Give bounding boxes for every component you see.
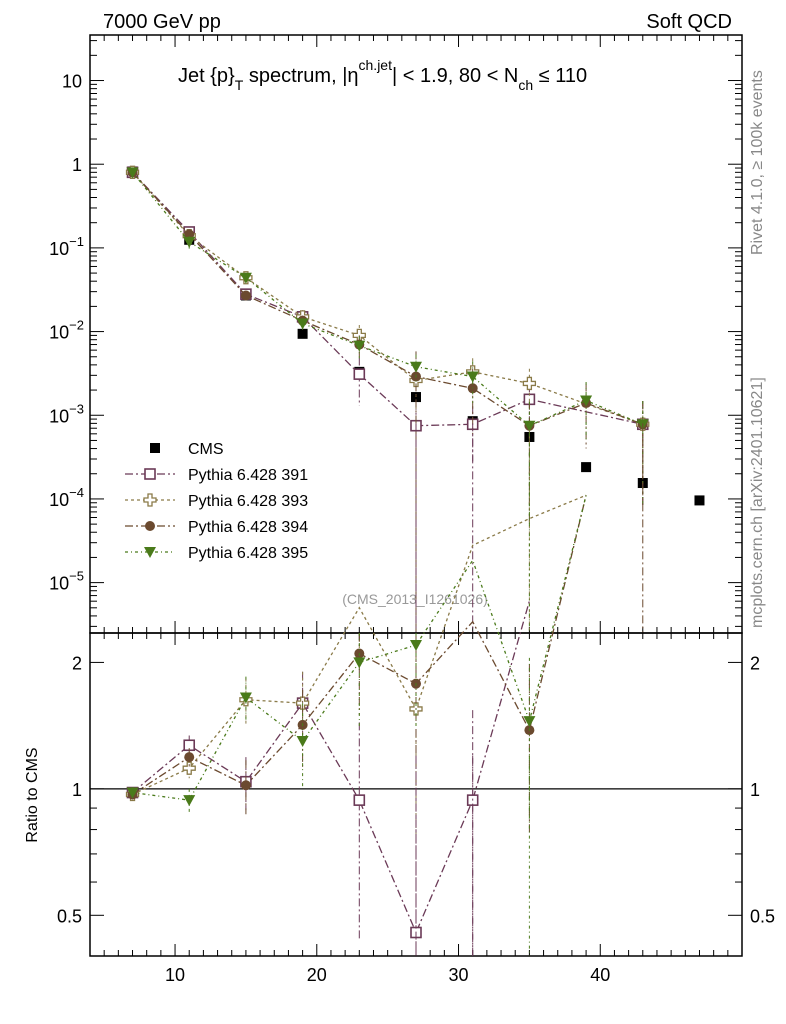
legend-label-cms: CMS [188,441,224,458]
legend-marker-p391 [144,468,156,480]
y-tick-label: 10−3 [49,401,84,426]
legend: CMS Pythia 6.428 391 Pythia 6.428 393 Pythi… [125,441,308,562]
data-point-p393 [522,376,537,391]
data-point-p395 [580,395,593,407]
title-part-2: spectrum, |η [243,65,358,87]
data-point-cms [581,462,592,473]
legend-label-p391: Pythia 6.428 391 [188,467,308,484]
series-line-p394 [132,171,644,427]
legend-marker-p393 [143,493,157,507]
series-line-p395 [132,171,644,427]
ratio-point-p395 [523,716,536,728]
x-tick-label: 20 [307,965,327,985]
ratio-point-p394 [184,752,195,763]
y-tick-label: 10−2 [49,318,84,343]
ratio-y-tick-label-right: 0.5 [750,906,775,926]
data-point-cms [694,495,705,506]
y-tick-label: 10−5 [49,569,84,594]
header-right: Soft QCD [646,11,732,33]
ratio-point-p395 [239,692,252,704]
title-part-3: | < 1.9, 80 < N [392,65,518,87]
title-sup: ch.jet [359,57,393,73]
y-tick-label: 1 [72,155,82,175]
x-tick-label: 30 [449,965,469,985]
series-p393 [125,165,650,478]
data-point-p395 [183,236,196,248]
ratio-y-tick-label-right: 2 [750,653,760,673]
legend-label-p394: Pythia 6.428 394 [188,519,308,536]
legend-marker-p395 [144,547,156,558]
y-tick-label: 10−4 [49,485,84,510]
data-point-cms [411,392,421,403]
title-part-4: ≤ 110 [533,65,587,87]
data-point-p395 [353,340,366,352]
ratio-line-p393 [132,494,587,796]
title-sub-ch: ch [518,77,533,93]
analysis-watermark: (CMS_2013_I1261026) [342,591,488,607]
y-tick-label-exponent: −2 [69,318,84,333]
data-point-p395 [239,272,252,284]
y-tick-label-exponent: −3 [69,401,84,416]
y-tick-label-base: 10 [49,239,69,259]
y-tick-label-exponent: −5 [69,569,84,584]
series-line-p393 [132,171,644,425]
ratio-point-p395 [296,735,309,747]
x-tick-label: 40 [590,965,610,985]
series-line-p391 [132,171,643,427]
data-point-p395 [466,371,479,383]
y-tick-label-exponent: −4 [69,485,84,500]
data-point-p394 [240,290,251,301]
ratio-plot-frame: 10 20 30 40 0.5 0.5 1 1 2 2 [57,494,775,985]
y-tick-label-base: 10 [49,406,69,426]
data-point-p395 [296,318,309,330]
ratio-point-p391 [353,794,366,806]
ratio-y-tick-label-right: 1 [750,780,760,800]
x-tick-label: 10 [165,965,185,985]
ratio-point-p394 [240,780,251,791]
ratio-series-p391 [126,600,531,956]
ratio-point-p395 [410,640,422,652]
title-part-1: Jet {p} [178,65,235,87]
legend-marker-cms [150,443,160,453]
ratio-point-p395 [126,787,139,799]
ratio-series-p395 [126,495,587,819]
y-tick-label-exponent: −1 [69,234,84,249]
y-tick-label: 10 [62,72,82,92]
ratio-point-p395 [183,795,196,807]
legend-label-p393: Pythia 6.428 393 [188,493,308,510]
ratio-point-p395 [353,657,366,669]
ratio-y-tick-label: 0.5 [57,906,82,926]
rivet-label: Rivet 4.1.0, ≥ 100k events [749,70,766,255]
y-tick-label: 10−1 [49,234,84,259]
ratio-y-tick-label: 2 [72,653,82,673]
data-point-p395 [410,361,422,373]
ratio-line-p391 [132,600,531,935]
mcplots-label: mcplots.cern.ch [arXiv:2401.10621] [749,377,766,628]
data-point-p395 [126,167,139,179]
y-tick-label-base: 10 [49,323,69,343]
y-tick-label-base: 10 [49,574,69,594]
data-point-cms [297,328,308,339]
legend-marker-p394 [145,521,155,531]
header-left: 7000 GeV pp [103,11,221,33]
legend-label-p395: Pythia 6.428 395 [188,545,308,562]
ratio-ylabel: Ratio to CMS [24,747,41,842]
title-sub-t: T [235,77,244,93]
y-tick-label-base: 10 [49,490,69,510]
ratio-point-p393 [182,761,196,775]
data-point-p391 [353,368,366,380]
chart-title: Jet {p}T spectrum, |ηch.jet| < 1.9, 80 <… [178,57,587,93]
ratio-y-tick-label: 1 [72,780,82,800]
